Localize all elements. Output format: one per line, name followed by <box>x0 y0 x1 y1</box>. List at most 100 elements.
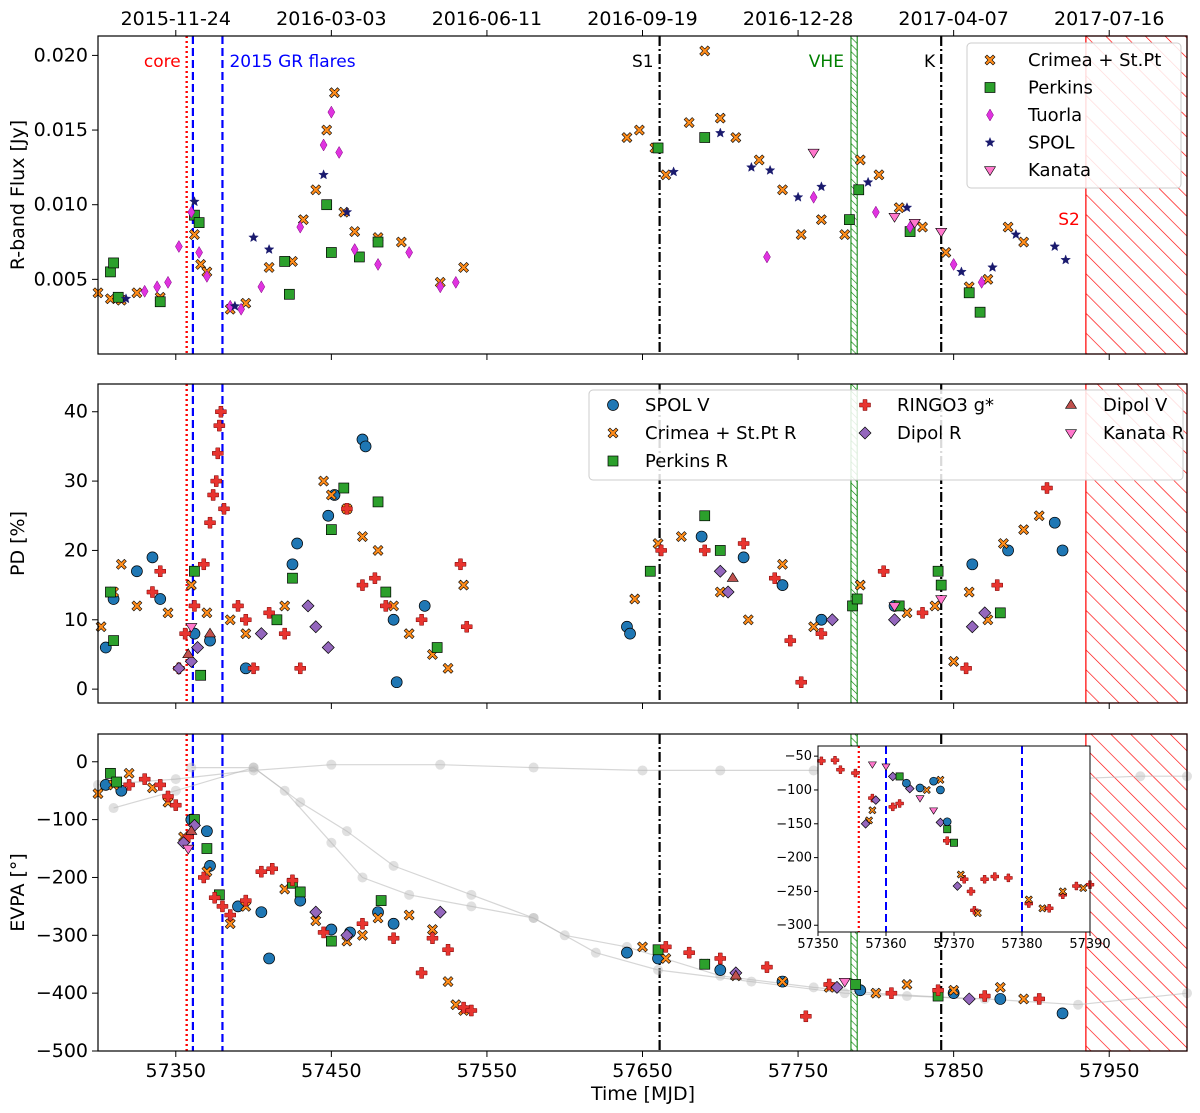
data-point <box>851 593 863 605</box>
inset-data-point <box>817 756 826 766</box>
legend-marker <box>607 427 619 439</box>
data-point <box>203 627 217 638</box>
x-tick-label: 57650 <box>612 1060 672 1082</box>
inset-series-perkins-r <box>895 772 958 847</box>
data-point <box>1033 510 1045 522</box>
data-point <box>321 199 333 211</box>
data-point <box>1002 221 1014 233</box>
data-point <box>195 669 207 681</box>
inset-data-point <box>1038 904 1047 913</box>
data-point <box>629 593 641 605</box>
y-axis-label: EVPA [°] <box>7 853 29 932</box>
y-tick-label: 0.020 <box>34 44 88 66</box>
vhe-label: VHE <box>809 52 844 72</box>
data-point <box>1041 482 1053 494</box>
history-track-point <box>170 774 181 785</box>
legend-label: SPOL V <box>645 395 710 416</box>
data-point <box>146 586 159 598</box>
data-point <box>372 496 384 508</box>
data-point <box>310 184 322 196</box>
data-point <box>815 214 827 226</box>
inset-data-point <box>895 772 904 781</box>
data-point <box>908 219 921 229</box>
data-point <box>263 952 275 965</box>
top-date-tick-label: 2016-12-28 <box>743 8 853 30</box>
data-point <box>888 613 902 627</box>
inset-x-tick-label: 57390 <box>1069 937 1110 952</box>
data-point <box>189 565 200 577</box>
inset-data-point <box>915 783 925 793</box>
data-point <box>354 251 365 263</box>
data-point <box>224 909 236 921</box>
top-date-tick-label: 2016-06-11 <box>432 8 542 30</box>
legend-marker <box>607 455 619 467</box>
data-point <box>387 917 400 930</box>
data-point <box>452 275 460 289</box>
top-date-tick-label: 2017-04-07 <box>898 8 1008 30</box>
data-point <box>777 184 788 196</box>
legend-marker <box>1064 398 1078 409</box>
data-point <box>374 257 382 271</box>
data-point <box>210 475 222 487</box>
data-point <box>683 946 695 959</box>
data-point <box>255 906 268 919</box>
data-point <box>454 558 467 571</box>
history-track-point <box>357 872 368 883</box>
data-point <box>195 258 207 270</box>
data-point <box>714 964 727 976</box>
data-point <box>191 641 205 655</box>
inset-data-point <box>1058 887 1067 896</box>
inset-data-point <box>966 887 976 896</box>
x-tick-label: 57750 <box>768 1060 828 1082</box>
data-point <box>730 132 742 143</box>
data-point <box>247 662 260 675</box>
data-point <box>784 634 797 647</box>
top-date-tick-label: 2016-03-03 <box>276 8 386 30</box>
series-kanata-r <box>182 844 851 988</box>
y-tick-label: 30 <box>64 470 88 492</box>
data-point <box>263 607 275 619</box>
data-point <box>621 132 633 143</box>
data-point <box>1018 524 1030 536</box>
data-point <box>1010 229 1022 240</box>
data-point <box>792 191 804 202</box>
data-point <box>185 825 198 835</box>
data-point <box>286 874 299 887</box>
data-point <box>737 537 750 550</box>
y-tick-label: −100 <box>36 809 88 831</box>
data-point <box>695 530 708 543</box>
data-point <box>872 205 880 219</box>
data-point <box>326 935 337 947</box>
data-point <box>254 627 268 641</box>
legend-marker <box>984 136 996 147</box>
data-point <box>224 918 236 930</box>
data-point <box>329 87 340 99</box>
data-point <box>207 489 219 501</box>
data-point <box>652 142 664 154</box>
data-point <box>294 886 306 898</box>
data-point <box>699 132 711 143</box>
legend-label: Perkins R <box>645 451 728 472</box>
data-point <box>390 676 403 689</box>
data-point <box>153 280 161 294</box>
data-point <box>460 620 473 633</box>
legend-panel-2: SPOL V Crimea + St.Pt R Perkins R RINGO3 g*… <box>588 389 1184 481</box>
data-point <box>1056 1007 1069 1020</box>
data-point <box>888 213 901 223</box>
data-point <box>966 558 979 571</box>
x-tick-label: 57450 <box>301 1060 361 1082</box>
data-point <box>839 229 851 240</box>
data-point <box>807 148 820 159</box>
legend-label: Kanata R <box>1103 423 1184 444</box>
data-point <box>948 655 960 667</box>
data-point <box>948 984 960 996</box>
data-point <box>979 990 991 1002</box>
legend-marker <box>984 54 996 66</box>
data-point <box>185 579 197 591</box>
data-point <box>433 905 447 919</box>
data-point <box>218 503 230 515</box>
data-point <box>644 565 656 577</box>
top-date-axis: 2015-11-24 2016-03-03 2016-06-11 2016-09-19… <box>121 8 1164 36</box>
inset-data-point <box>895 799 904 808</box>
legend-label: Dipol V <box>1103 395 1168 416</box>
